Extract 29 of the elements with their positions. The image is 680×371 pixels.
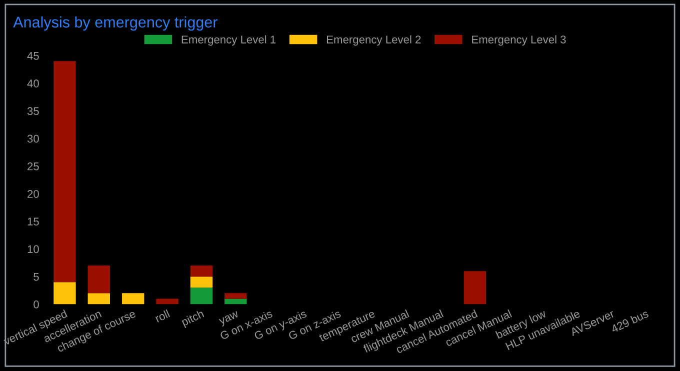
y-tick-label: 0 xyxy=(34,300,39,308)
bar xyxy=(88,293,110,304)
bar xyxy=(190,266,213,277)
y-tick-label: 5 xyxy=(34,272,39,281)
legend-label: Emergency Level 3 xyxy=(472,35,566,46)
bar xyxy=(122,293,144,304)
y-tick-label: 35 xyxy=(27,107,39,116)
x-tick-label: roll xyxy=(154,309,170,322)
chart-title: Analysis by emergency trigger xyxy=(13,16,218,31)
y-tick-label: 15 xyxy=(28,218,39,226)
bar xyxy=(190,288,213,304)
bar xyxy=(88,266,110,294)
bar xyxy=(464,271,486,304)
legend-label: Emergency Level 2 xyxy=(326,35,421,46)
y-tick-label: 45 xyxy=(27,52,39,60)
x-tick-label: pitch xyxy=(180,309,206,328)
bar xyxy=(190,276,213,288)
y-tick-label: 25 xyxy=(28,162,39,170)
bar xyxy=(54,282,76,304)
y-tick-label: 10 xyxy=(28,245,39,254)
y-tick-label: 40 xyxy=(27,80,39,88)
bar xyxy=(224,298,247,304)
bar xyxy=(156,298,178,304)
x-tick-label: yaw xyxy=(218,310,240,327)
y-tick-label: 30 xyxy=(27,134,39,143)
y-tick-label: 20 xyxy=(28,190,39,198)
bar xyxy=(224,293,247,299)
legend-label: Emergency Level 1 xyxy=(182,35,276,46)
bar xyxy=(54,61,76,282)
